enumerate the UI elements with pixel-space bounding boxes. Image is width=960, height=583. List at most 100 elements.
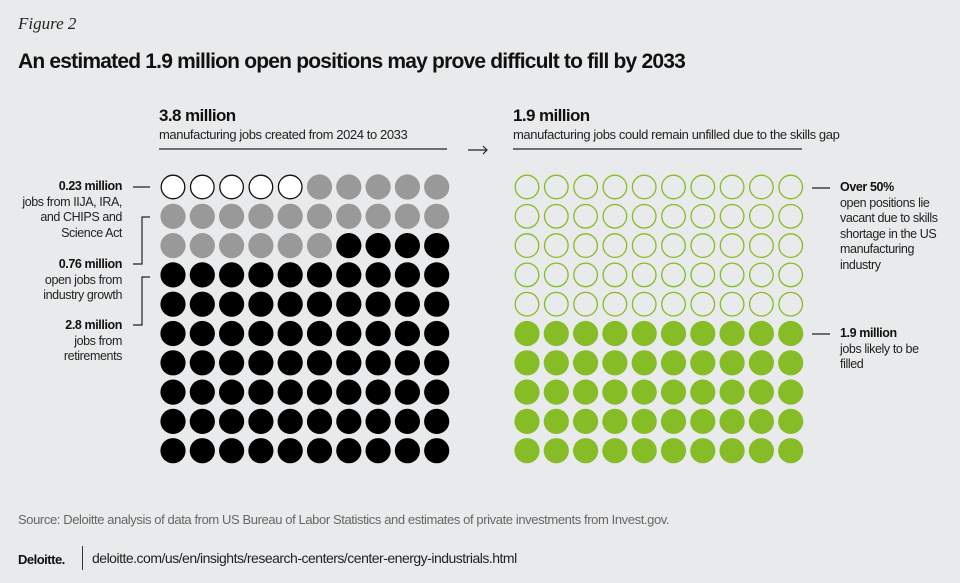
waffle-dot-segment-1: [514, 438, 540, 464]
waffle-dot-segment-1: [719, 408, 745, 434]
waffle-dot-segment-1: [306, 233, 333, 259]
waffle-dot-segment-1: [543, 408, 569, 434]
waffle-dot-segment-1: [660, 350, 687, 376]
waffle-dot-segment-0: [748, 233, 774, 259]
waffle-dot-segment-2: [336, 438, 362, 464]
waffle-dot-segment-1: [514, 408, 540, 434]
waffle-dot-segment-2: [306, 291, 333, 317]
waffle-dot-segment-2: [424, 262, 450, 288]
waffle-dot-segment-0: [631, 174, 657, 200]
waffle-dot-segment-0: [748, 174, 774, 200]
bracket-2.8: [133, 276, 150, 326]
waffle-dot-segment-1: [573, 438, 599, 464]
waffle-dot-segment-1: [660, 408, 687, 434]
waffle-dot-segment-1: [631, 438, 657, 464]
waffle-dot-segment-0: [778, 233, 804, 259]
footer-url[interactable]: deloitte.com/us/en/insights/research-cen…: [92, 550, 517, 566]
waffle-dot-segment-1: [336, 203, 362, 229]
waffle-dot-segment-2: [160, 262, 186, 288]
waffle-dot-segment-2: [189, 350, 215, 376]
waffle-dot-segment-0: [748, 203, 774, 229]
waffle-dot-segment-2: [394, 291, 420, 317]
bracket-0.76: [133, 216, 150, 265]
waffle-dot-segment-1: [778, 350, 804, 376]
waffle-dot-segment-1: [602, 408, 628, 434]
waffle-dot-segment-1: [778, 379, 804, 405]
waffle-dot-segment-2: [424, 379, 450, 405]
waffle-dot-segment-0: [219, 174, 245, 200]
waffle-dot-segment-2: [336, 233, 362, 259]
waffle-dot-segment-0: [248, 174, 274, 200]
waffle-dot-segment-1: [543, 379, 569, 405]
waffle-dot-segment-2: [160, 350, 186, 376]
waffle-dot-segment-0: [719, 262, 745, 288]
label-1.9: 1.9 million jobs likely to be filled: [840, 326, 920, 373]
waffle-dot-segment-2: [277, 379, 303, 405]
waffle-dot-segment-2: [189, 291, 215, 317]
waffle-dot-segment-0: [543, 233, 569, 259]
waffle-dot-segment-1: [719, 350, 745, 376]
waffle-dot-segment-1: [394, 174, 420, 200]
waffle-dot-segment-1: [719, 379, 745, 405]
waffle-dot-segment-1: [365, 174, 391, 200]
waffle-dot-segment-1: [778, 408, 804, 434]
waffle-dot-segment-0: [514, 233, 540, 259]
waffle-dot-segment-2: [160, 379, 186, 405]
right-header: 1.9 million: [513, 106, 590, 125]
label-value: 2.8 million: [65, 318, 122, 332]
waffle-dot-segment-2: [336, 379, 362, 405]
waffle-dot-segment-0: [631, 262, 657, 288]
waffle-dot-segment-0: [719, 233, 745, 259]
waffle-dot-segment-2: [306, 320, 333, 347]
waffle-dot-segment-0: [631, 291, 657, 317]
waffle-dot-segment-1: [660, 379, 687, 405]
label-0.23: 0.23 million jobs from IIJA, IRA, and CH…: [12, 179, 122, 241]
waffle-dot-segment-0: [631, 233, 657, 259]
waffle-dot-segment-2: [219, 291, 245, 317]
right-subheader: manufacturing jobs could remain unfilled…: [513, 127, 840, 142]
waffle-dot-segment-2: [365, 438, 391, 464]
waffle-dot-segment-1: [748, 379, 775, 405]
label-value: Over 50%: [840, 180, 894, 194]
waffle-dot-segment-2: [424, 350, 450, 376]
waffle-dot-segment-1: [514, 320, 540, 347]
waffle-dot-segment-0: [661, 262, 686, 288]
waffle-dot-segment-0: [543, 203, 569, 229]
waffle-dot-segment-1: [394, 203, 420, 229]
waffle-dot-segment-1: [778, 438, 804, 464]
waffle-dot-segment-1: [543, 350, 569, 376]
waffle-dot-segment-0: [543, 262, 569, 288]
waffle-dot-segment-1: [748, 350, 775, 376]
waffle-dot-segment-2: [306, 408, 333, 434]
waffle-dot-segment-1: [543, 438, 569, 464]
label-0.76: 0.76 million open jobs from industry gro…: [12, 257, 122, 304]
waffle-dot-segment-2: [219, 408, 245, 434]
waffle-dot-segment-0: [602, 291, 628, 317]
waffle-dot-segment-2: [306, 350, 333, 376]
waffle-dot-segment-2: [219, 438, 245, 464]
waffle-dot-segment-1: [336, 174, 362, 200]
waffle-dot-segment-0: [719, 174, 745, 200]
waffle-dot-segment-1: [424, 174, 450, 200]
waffle-dot-segment-1: [631, 320, 657, 347]
waffle-dot-segment-2: [248, 291, 274, 317]
waffle-dot-segment-2: [424, 291, 450, 317]
waffle-dot-segment-2: [248, 438, 274, 464]
label-description: open jobs from industry growth: [43, 272, 122, 303]
waffle-dot-segment-2: [365, 379, 391, 405]
waffle-dot-segment-2: [365, 408, 391, 434]
label-description: jobs from IIJA, IRA, and CHIPS and Scien…: [22, 194, 122, 240]
waffle-dot-segment-1: [748, 408, 775, 434]
waffle-dot-segment-0: [543, 174, 569, 200]
waffle-dot-segment-1: [189, 203, 215, 229]
waffle-dot-segment-0: [661, 174, 686, 200]
waffle-dot-segment-2: [394, 320, 420, 347]
label-value: 1.9 million: [840, 326, 897, 340]
waffle-dot-segment-0: [778, 262, 804, 288]
waffle-dot-segment-2: [277, 350, 303, 376]
source-note: Source: Deloitte analysis of data from U…: [18, 512, 670, 527]
waffle-dot-segment-2: [336, 350, 362, 376]
waffle-dot-segment-0: [160, 174, 186, 200]
waffle-dot-segment-2: [160, 408, 186, 434]
waffle-dot-segment-1: [660, 320, 687, 347]
